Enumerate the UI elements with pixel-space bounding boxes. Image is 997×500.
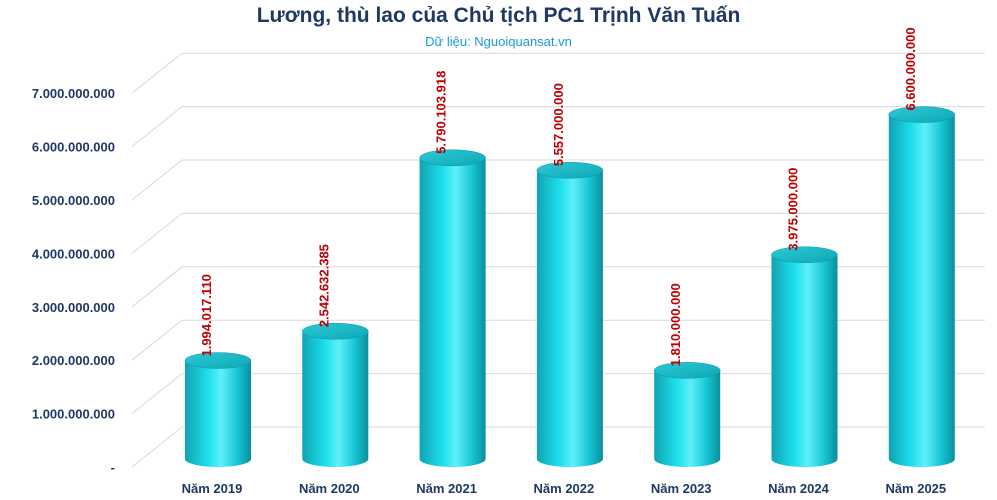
gridline bbox=[131, 319, 985, 361]
gridline bbox=[131, 266, 985, 308]
x-tick-label: Năm 2023 bbox=[651, 481, 712, 496]
gridline bbox=[131, 212, 985, 254]
y-tick-label: 3.000.000.000 bbox=[32, 300, 115, 315]
data-label: 6.600.000.000 bbox=[903, 27, 918, 110]
bar bbox=[771, 246, 838, 467]
x-tick-label: Năm 2024 bbox=[768, 481, 829, 496]
x-tick-label: Năm 2025 bbox=[885, 481, 946, 496]
data-label: 1.994.017.110 bbox=[199, 274, 214, 356]
y-tick-label: 4.000.000.000 bbox=[32, 246, 115, 261]
data-label: 1.810.000.000 bbox=[668, 283, 683, 366]
data-label: 5.557.000.000 bbox=[551, 83, 566, 166]
data-labels: 1.994.017.110 2.542.632.385 5.790.103.918 5… bbox=[199, 27, 918, 366]
bar bbox=[419, 149, 486, 467]
bar bbox=[653, 362, 721, 467]
bars bbox=[184, 106, 956, 467]
bar bbox=[888, 106, 956, 467]
gridline bbox=[131, 159, 985, 201]
data-label: 5.790.103.918 bbox=[434, 71, 449, 154]
gridline bbox=[131, 106, 985, 147]
data-label: 2.542.632.385 bbox=[316, 244, 331, 327]
y-axis: - 1.000.000.000 2.000.000.000 3.000.000.000… bbox=[32, 86, 115, 475]
x-tick-label: Năm 2021 bbox=[416, 481, 477, 496]
bar bbox=[184, 352, 252, 467]
y-tick-label: 7.000.000.000 bbox=[32, 86, 115, 101]
chart-title: Lương, thù lao của Chủ tịch PC1 Trịnh Vă… bbox=[256, 4, 741, 27]
y-tick-label: 2.000.000.000 bbox=[32, 353, 115, 368]
chart-subtitle: Dữ liệu: Nguoiquansat.vn bbox=[425, 34, 572, 49]
y-tick-label: - bbox=[111, 460, 115, 475]
data-label: 3.975.000.000 bbox=[786, 168, 801, 251]
y-tick-label: 1.000.000.000 bbox=[32, 407, 115, 422]
x-tick-label: Năm 2020 bbox=[299, 481, 360, 496]
x-tick-label: Năm 2019 bbox=[182, 481, 243, 496]
x-axis: Năm 2019 Năm 2020 Năm 2021 Năm 2022 Năm 2023… bbox=[182, 481, 947, 496]
y-tick-label: 6.000.000.000 bbox=[32, 140, 115, 155]
gridline bbox=[131, 52, 985, 94]
y-tick-label: 5.000.000.000 bbox=[32, 193, 115, 208]
x-tick-label: Năm 2022 bbox=[534, 481, 595, 496]
bar bbox=[302, 322, 369, 467]
bar bbox=[536, 162, 604, 467]
